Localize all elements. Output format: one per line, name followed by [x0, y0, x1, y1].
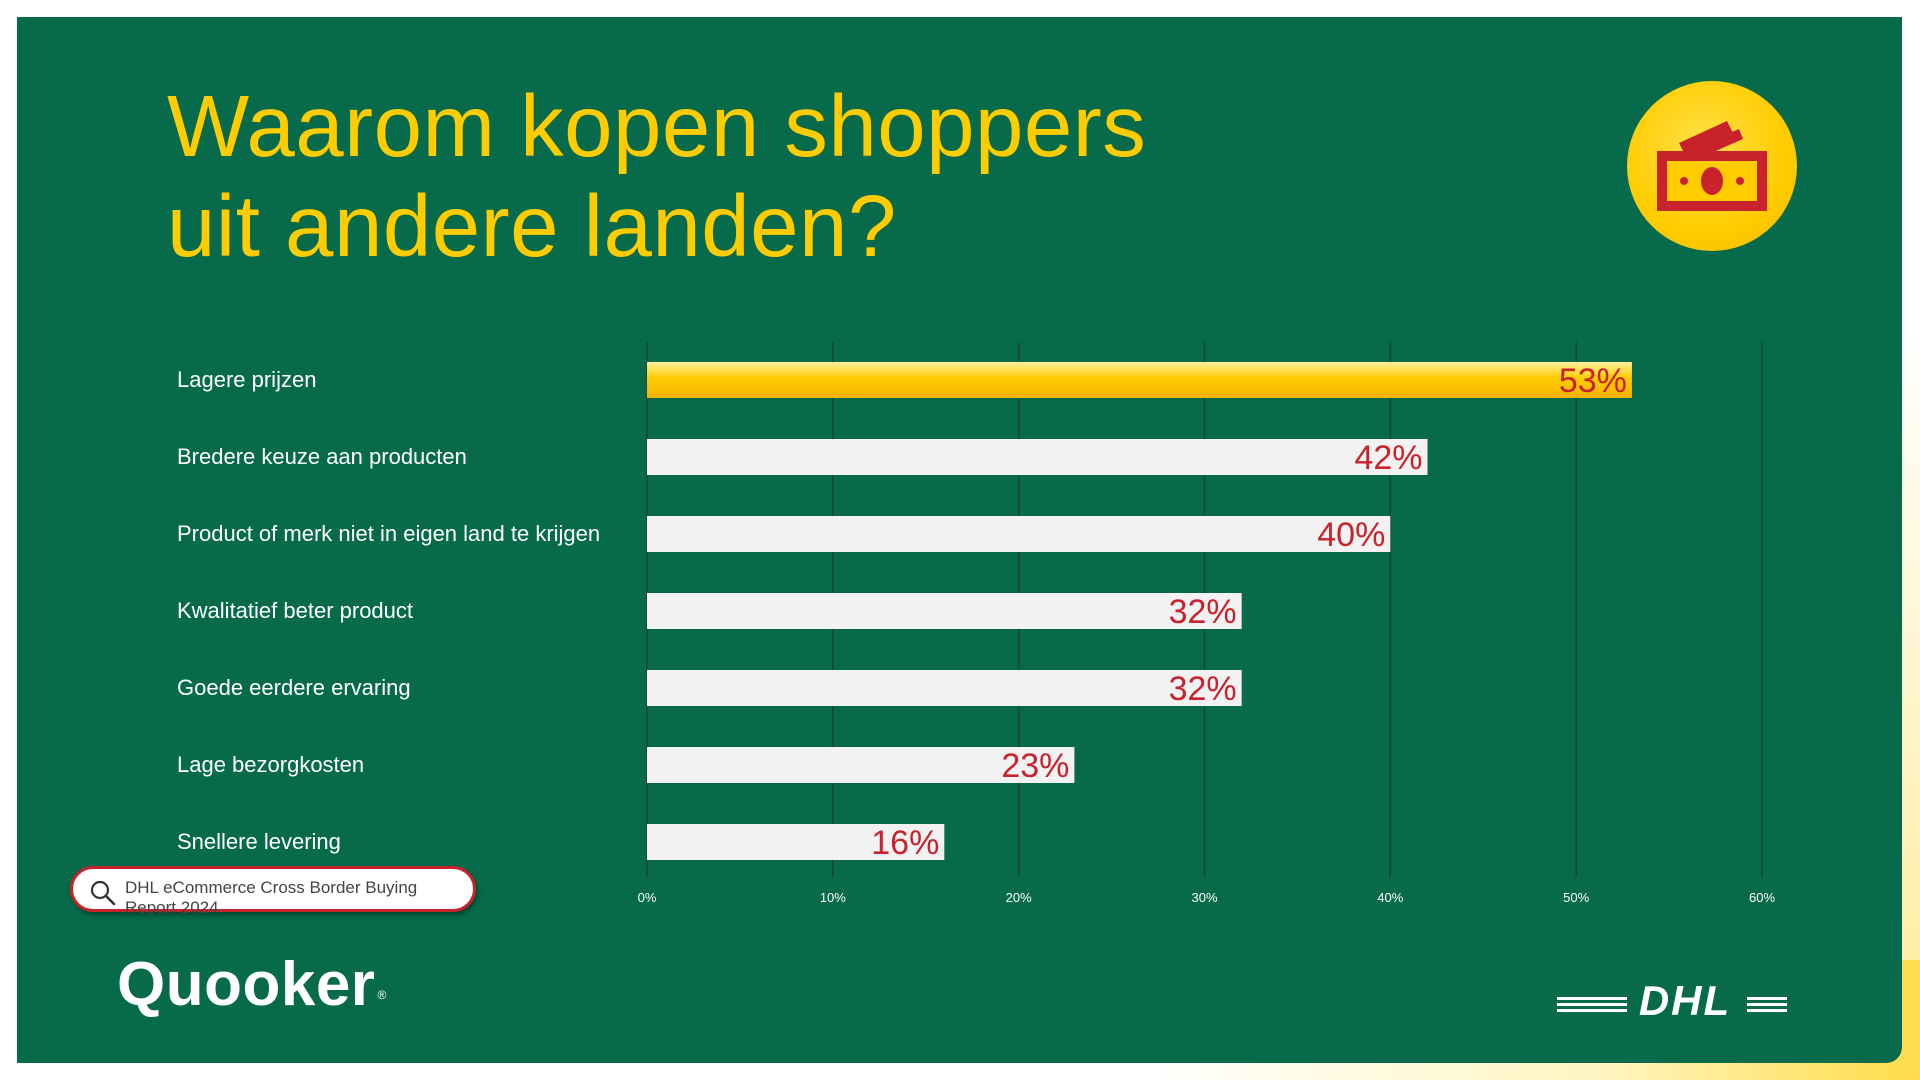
money-bill-icon [1657, 121, 1767, 211]
category-label: Goede eerdere ervaring [177, 675, 411, 700]
search-icon [90, 880, 116, 906]
x-tick-label: 60% [1749, 890, 1775, 905]
value-label: 23% [1001, 747, 1069, 785]
bar [647, 362, 1632, 398]
value-label: 32% [1169, 593, 1237, 631]
bar [647, 824, 945, 860]
dhl-wordmark: DHL [1639, 977, 1731, 1024]
x-tick-label: 0% [638, 890, 657, 905]
category-label: Lage bezorgkosten [177, 752, 364, 777]
x-tick-label: 10% [820, 890, 846, 905]
source-pill: DHL eCommerce Cross Border Buying Report… [70, 866, 476, 917]
registered-mark: ® [377, 988, 387, 1002]
bar [647, 516, 1391, 552]
value-label: 42% [1354, 439, 1422, 477]
title-line-2: uit andere landen? [167, 178, 897, 275]
category-label: Bredere keuze aan producten [177, 444, 467, 469]
title-line-1: Waarom kopen shoppers [167, 78, 1147, 175]
bar [647, 439, 1428, 475]
category-label: Snellere levering [177, 829, 341, 854]
bar [647, 670, 1242, 706]
page-title: Waarom kopen shoppers uit andere landen? [167, 77, 1146, 277]
quooker-wordmark: Quooker [117, 950, 376, 1019]
x-tick-label: 50% [1563, 890, 1589, 905]
value-label: 53% [1559, 362, 1627, 400]
slide: Waarom kopen shoppers uit andere landen?… [17, 17, 1902, 1063]
bar [647, 747, 1075, 783]
value-label: 40% [1317, 516, 1385, 554]
x-tick-label: 40% [1377, 890, 1403, 905]
category-label: Product of merk niet in eigen land te kr… [177, 521, 600, 546]
category-label: Lagere prijzen [177, 367, 316, 392]
category-label: Kwalitatief beter product [177, 598, 413, 623]
money-badge [1627, 81, 1797, 251]
quooker-logo: Quooker ® [117, 950, 387, 1020]
value-label: 16% [871, 824, 939, 862]
bar [647, 593, 1242, 629]
source-text: DHL eCommerce Cross Border Buying Report… [125, 878, 418, 917]
x-tick-label: 20% [1006, 890, 1032, 905]
value-label: 32% [1169, 670, 1237, 708]
dhl-logo: DHL [1557, 977, 1787, 1024]
x-tick-label: 30% [1191, 890, 1217, 905]
bar-chart: 0% 10% 20% 30% 40% 50% 60% Lagere prijzen 53% Bre… [177, 342, 1775, 905]
